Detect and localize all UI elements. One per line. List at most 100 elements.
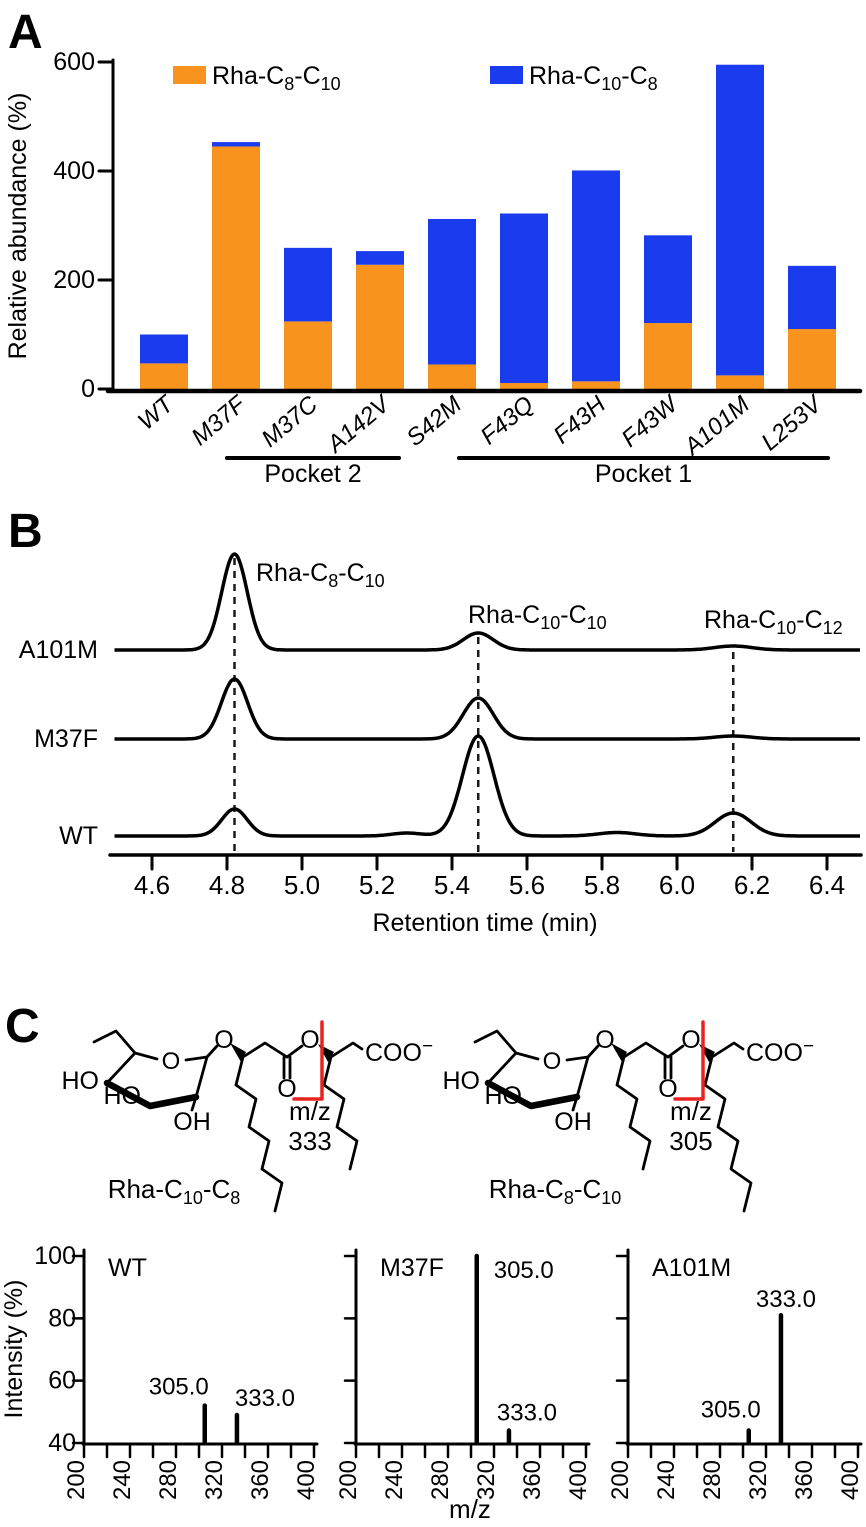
spectrum-peak-label: 333.0 xyxy=(235,1385,295,1412)
trace-label-M37F: M37F xyxy=(34,725,98,753)
bar-S42M-Rha-C8-C10 xyxy=(428,364,476,389)
spectrum-x-tick-label: 240 xyxy=(381,1460,408,1500)
chromatogram-plot: A101M M37F WT Rha-C8-C10 Rha-C10-C10 Rha-C10-… xyxy=(19,552,863,900)
bond xyxy=(586,1044,600,1059)
spectrum-x-tick-label: 360 xyxy=(791,1460,818,1500)
mz-annotation-value: 333 xyxy=(288,1126,331,1156)
fragmentation-cut-line xyxy=(292,1020,324,1101)
spectrum-y-tick-label: 60 xyxy=(48,1367,76,1395)
spectrum-x-tick-label: 320 xyxy=(473,1460,500,1500)
spectrum-peak-label: 305.0 xyxy=(701,1397,761,1424)
ring-oxygen-label: O xyxy=(162,1048,181,1075)
group-label-Pocket 1: Pocket 1 xyxy=(595,460,692,488)
trace-WT xyxy=(114,734,861,838)
y-tick-label: 200 xyxy=(53,266,95,294)
bond xyxy=(514,1051,540,1061)
glycosidic-oxygen-label: O xyxy=(595,1026,614,1054)
spectrum-title-A101M: A101M xyxy=(652,1254,731,1282)
bar-S42M-Rha-C10-C8 xyxy=(428,218,476,365)
carboxylate-label: COO− xyxy=(365,1036,433,1067)
panel-c-label: C xyxy=(5,1000,40,1053)
spectrum-x-tick-label: 320 xyxy=(201,1460,228,1500)
bond xyxy=(285,1044,304,1059)
bond xyxy=(105,1051,137,1085)
spectrum-peak-label: 305.0 xyxy=(494,1257,554,1284)
spectrum-peak-label: 333.0 xyxy=(756,1286,816,1313)
structure-name-Rha-C10-C8: Rha-C10-C8 xyxy=(108,1174,241,1208)
spectrum-peak-label: 333.0 xyxy=(497,1400,557,1427)
spectrum-x-tick-label: 400 xyxy=(293,1460,320,1500)
spectrum-x-tick-label: 280 xyxy=(427,1460,454,1500)
x-tick-label: 6.2 xyxy=(734,870,770,900)
hydroxyl-label: HO xyxy=(62,1067,100,1095)
alkyl-tail-left xyxy=(234,1055,284,1213)
trace-label-A101M: A101M xyxy=(19,636,98,664)
legend-swatch-Rha-C10-C8 xyxy=(490,66,523,84)
x-tick-label: 5.6 xyxy=(509,870,545,900)
hydroxyl-label: HO xyxy=(443,1067,481,1095)
x-category-label-M37C: M37C xyxy=(256,390,323,452)
bond xyxy=(329,1041,364,1059)
spectra-y-axis-title: Intensity (%) xyxy=(0,1280,28,1419)
spectrum-x-tick-label: 400 xyxy=(837,1460,864,1500)
panel-b-label: B xyxy=(8,505,43,558)
spectrum-x-tick-label: 200 xyxy=(335,1460,362,1500)
peak-label-Rha-C10-C10: Rha-C10-C10 xyxy=(468,601,607,633)
trace-M37F xyxy=(114,677,861,741)
trace-label-WT: WT xyxy=(59,822,98,850)
hydroxyl-label: OH xyxy=(173,1108,211,1136)
x-category-label-WT: WT xyxy=(133,389,181,435)
bar-M37F-Rha-C10-C8 xyxy=(212,142,260,147)
spectrum-x-tick-label: 200 xyxy=(607,1460,634,1500)
bar-chart: Rha-C8-C10 Rha-C10-C8 0 200 400 600 WT M37F M37C… xyxy=(53,48,863,488)
alkyl-tail-left xyxy=(615,1055,652,1171)
ring-oxygen-label: O xyxy=(543,1048,562,1075)
x-category-label-L253V: L253V xyxy=(756,390,828,457)
x-category-label-A101M: A101M xyxy=(678,391,755,462)
x-tick-label: 5.4 xyxy=(434,870,470,900)
y-tick-label: 0 xyxy=(81,375,95,403)
hydroxyl-label: HO xyxy=(104,1082,142,1110)
spectrum-title-WT: WT xyxy=(108,1254,147,1282)
spectrum-x-tick-label: 400 xyxy=(565,1460,592,1500)
hydroxyl-label: OH xyxy=(554,1108,592,1136)
mz-annotation-value: 305 xyxy=(669,1126,712,1156)
bond xyxy=(575,1055,590,1099)
spectrum-panel-WT: 40 60 80 100 200 240 280 320 360 400 WT 305.0 333.0 xyxy=(34,1242,320,1500)
spectrum-x-tick-label: 320 xyxy=(745,1460,772,1500)
bar-L253V-Rha-C10-C8 xyxy=(788,265,836,330)
spectrum-y-tick-label: 100 xyxy=(34,1242,76,1270)
bar-A101M-Rha-C8-C10 xyxy=(716,375,764,389)
x-category-label-F43H: F43H xyxy=(549,390,612,449)
spectrum-y-tick-label: 40 xyxy=(48,1429,76,1457)
bond xyxy=(571,1095,579,1112)
alkyl-tail-right xyxy=(703,1055,753,1213)
spectra-x-axis-title: m/z xyxy=(449,1494,491,1524)
x-tick-label: 6.4 xyxy=(809,870,845,900)
y-tick-label: 400 xyxy=(53,157,95,185)
spectrum-peak-label: 305.0 xyxy=(149,1374,209,1401)
x-category-label-F43W: F43W xyxy=(616,389,684,452)
carboxylate-label: COO− xyxy=(746,1036,814,1067)
bar-A101M-Rha-C10-C8 xyxy=(716,64,764,376)
bond xyxy=(205,1044,219,1059)
bar-WT-Rha-C8-C10 xyxy=(140,363,188,389)
bond xyxy=(565,1055,590,1062)
bar-M37F-Rha-C8-C10 xyxy=(212,146,260,389)
carbonyl-oxygen-label: O xyxy=(277,1075,296,1103)
bond xyxy=(133,1051,159,1061)
bar-M37C-Rha-C8-C10 xyxy=(284,321,332,389)
group-label-Pocket 2: Pocket 2 xyxy=(264,460,361,488)
spectrum-x-tick-label: 360 xyxy=(519,1460,546,1500)
x-tick-label: 4.6 xyxy=(134,870,170,900)
mz-annotation-text: m/z xyxy=(289,1096,331,1126)
spectrum-title-M37F: M37F xyxy=(380,1254,444,1282)
bond xyxy=(521,1098,533,1108)
ester-oxygen-label: O xyxy=(300,1026,319,1054)
x-tick-label: 5.8 xyxy=(584,870,620,900)
peak-label-Rha-C8-C10: Rha-C8-C10 xyxy=(256,559,385,591)
peak-label-Rha-C10-C12: Rha-C10-C12 xyxy=(704,606,843,638)
